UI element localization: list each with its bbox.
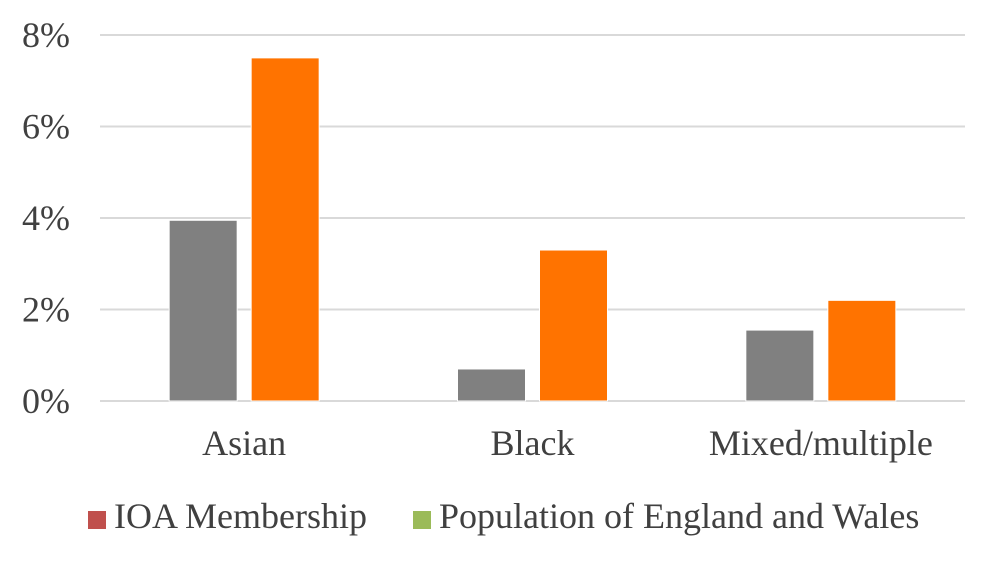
category-label: Mixed/multiple bbox=[709, 423, 933, 463]
legend: IOA Membership Population of England and … bbox=[88, 496, 919, 536]
category-label: Asian bbox=[202, 423, 286, 463]
y-tick-label: 4% bbox=[22, 198, 70, 238]
y-tick-label: 8% bbox=[22, 15, 70, 55]
y-tick-label: 0% bbox=[22, 381, 70, 421]
bar-mixed-multiple-series-0 bbox=[745, 329, 815, 402]
y-tick-label: 6% bbox=[22, 107, 70, 147]
y-tick-label: 2% bbox=[22, 290, 70, 330]
category-label: Black bbox=[491, 423, 575, 463]
legend-label: Population of England and Wales bbox=[439, 496, 919, 536]
legend-swatch bbox=[413, 511, 431, 529]
bar-black-series-0 bbox=[457, 368, 526, 402]
bar-asian-series-0 bbox=[168, 219, 238, 402]
bar-asian-series-1 bbox=[250, 57, 320, 402]
legend-swatch bbox=[88, 511, 106, 529]
y-axis-tick-labels: 0% 2% 4% 6% 8% bbox=[22, 15, 70, 421]
legend-label: IOA Membership bbox=[114, 496, 367, 536]
bar-mixed-multiple-series-1 bbox=[827, 299, 897, 402]
bar-black-series-1 bbox=[539, 249, 608, 402]
category-labels: Asian Black Mixed/multiple bbox=[202, 423, 933, 463]
bars bbox=[168, 57, 897, 402]
gridlines bbox=[100, 34, 965, 402]
